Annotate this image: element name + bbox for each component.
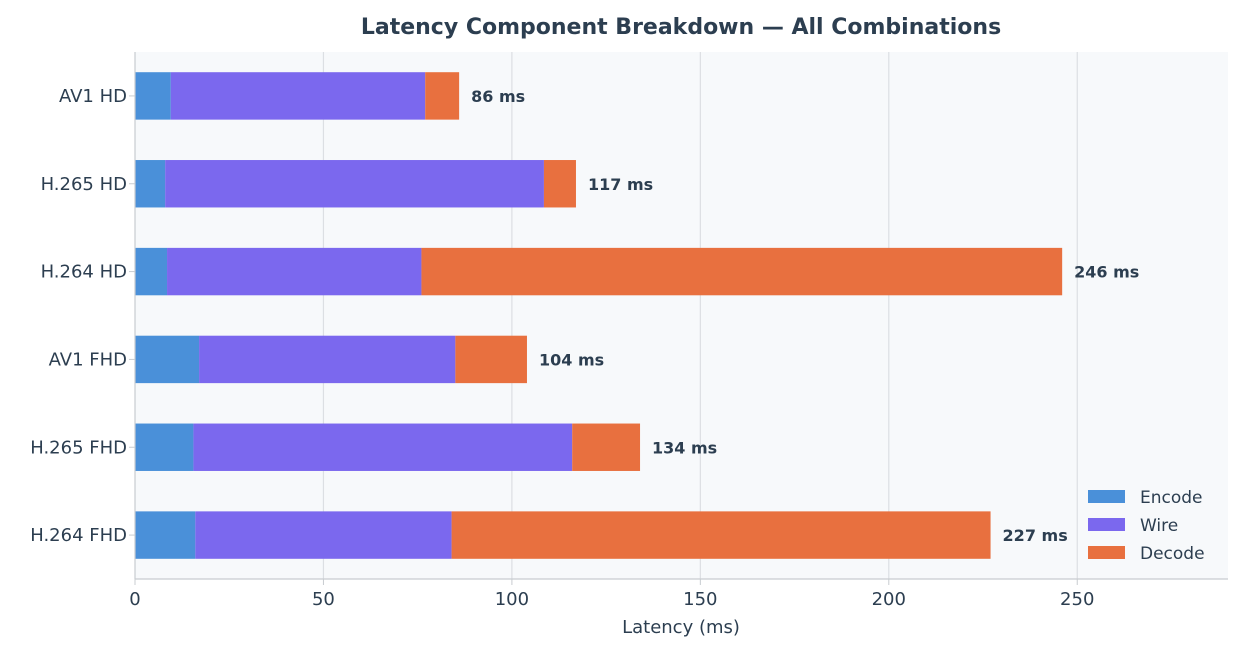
bar-encode: [135, 247, 168, 296]
bar-total-label: 117 ms: [588, 175, 653, 194]
bar-wire: [165, 160, 544, 208]
bar-decode: [572, 423, 641, 471]
y-tick-label: AV1 FHD: [49, 349, 127, 370]
x-tick-label: 100: [495, 589, 529, 610]
legend-swatch-encode: [1088, 490, 1125, 503]
plot-background: [135, 52, 1228, 579]
bar-wire: [195, 511, 452, 559]
legend-swatch-wire: [1088, 518, 1125, 531]
bar-decode: [543, 160, 576, 208]
bar-encode: [135, 72, 171, 120]
bar-total-label: 86 ms: [471, 87, 525, 106]
bar-encode: [135, 160, 166, 208]
y-tick-label: H.265 HD: [41, 174, 127, 195]
y-tick-label: AV1 HD: [59, 86, 127, 107]
x-tick-label: 250: [1060, 589, 1094, 610]
bar-wire: [167, 247, 422, 296]
x-tick-label: 0: [129, 589, 140, 610]
bar-wire: [199, 335, 456, 384]
chart-title: Latency Component Breakdown — All Combin…: [361, 15, 1001, 40]
bar-decode: [451, 511, 991, 559]
x-tick-label: 200: [872, 589, 906, 610]
bar-encode: [135, 511, 196, 559]
y-tick-label: H.265 FHD: [30, 437, 127, 458]
y-tick-label: H.264 HD: [41, 262, 127, 283]
legend: Encode Wire Decode: [1088, 488, 1205, 564]
legend-swatch-decode: [1088, 546, 1125, 559]
bar-decode: [425, 72, 460, 120]
bar-total-label: 227 ms: [1003, 526, 1068, 545]
bar-wire: [193, 423, 573, 471]
y-tick-label: H.264 FHD: [30, 525, 127, 546]
gridlines: [322, 52, 1078, 579]
bar-total-label: 104 ms: [539, 350, 604, 369]
labels: 86 ms 117 ms 246 ms 104 ms 134 ms 227 ms: [471, 87, 1139, 545]
legend-label-encode: Encode: [1140, 488, 1203, 508]
legend-label-wire: Wire: [1140, 516, 1178, 536]
bars: [135, 72, 1063, 559]
bar-decode: [421, 247, 1063, 296]
bar-encode: [135, 423, 194, 471]
bar-total-label: 246 ms: [1074, 263, 1139, 282]
x-tick-label: 50: [312, 589, 335, 610]
x-axis-label: Latency (ms): [622, 617, 740, 638]
bar-wire: [170, 72, 426, 120]
x-tick-label: 150: [683, 589, 717, 610]
legend-label-decode: Decode: [1140, 544, 1205, 564]
bar-encode: [135, 335, 200, 384]
bar-decode: [455, 335, 527, 384]
bar-total-label: 134 ms: [652, 438, 717, 457]
axes: 0 50 100 150 200 250 AV1 HD H.265 HD H.264 HD AV1…: [30, 52, 1228, 610]
